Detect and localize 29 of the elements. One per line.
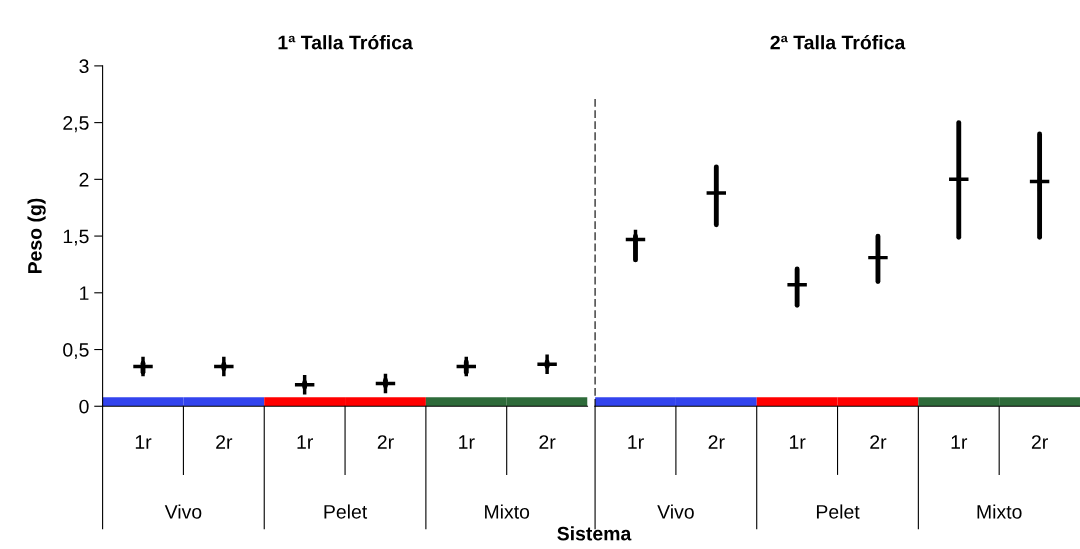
text: Vivo bbox=[657, 504, 694, 519]
x-tick-label: 2r bbox=[870, 435, 887, 449]
x-tick-label: 2r bbox=[216, 435, 233, 449]
x-tick-label: 1r bbox=[459, 435, 475, 449]
y-tick-label: 3 bbox=[79, 59, 89, 74]
chart-title: 2ª Talla Trófica bbox=[770, 34, 906, 50]
y-tick-label: 0 bbox=[79, 399, 89, 414]
y-tick-label: 0,5 bbox=[63, 343, 89, 360]
y-tick-label: 2,5 bbox=[63, 116, 89, 133]
text: Pelet bbox=[816, 504, 860, 519]
y-axis-title: Peso (g) bbox=[27, 198, 46, 274]
x-tick-label: 2r bbox=[539, 435, 556, 449]
text: Pelet bbox=[324, 504, 368, 519]
y-tick-label: 2 bbox=[79, 172, 89, 187]
x-tick-label: 1r bbox=[297, 435, 313, 449]
y-tick-label: 1 bbox=[80, 286, 89, 300]
x-tick-label: 1r bbox=[135, 435, 152, 449]
x-tick-label: 1r bbox=[789, 435, 806, 449]
x-axis-title: Sistema bbox=[557, 526, 632, 541]
chart-title: 1ª Talla Trófica bbox=[278, 34, 413, 50]
x-tick-label: 2r bbox=[377, 435, 394, 449]
x-tick-label: 2r bbox=[1031, 435, 1048, 449]
text: Mixto bbox=[485, 504, 530, 519]
x-tick-label: 1r bbox=[628, 435, 644, 449]
x-tick-label: 1r bbox=[951, 435, 968, 449]
x-tick-label: 2r bbox=[708, 435, 725, 449]
text: Vivo bbox=[164, 504, 202, 519]
y-tick-label: 1,5 bbox=[63, 229, 89, 246]
text: Mixto bbox=[977, 504, 1022, 519]
